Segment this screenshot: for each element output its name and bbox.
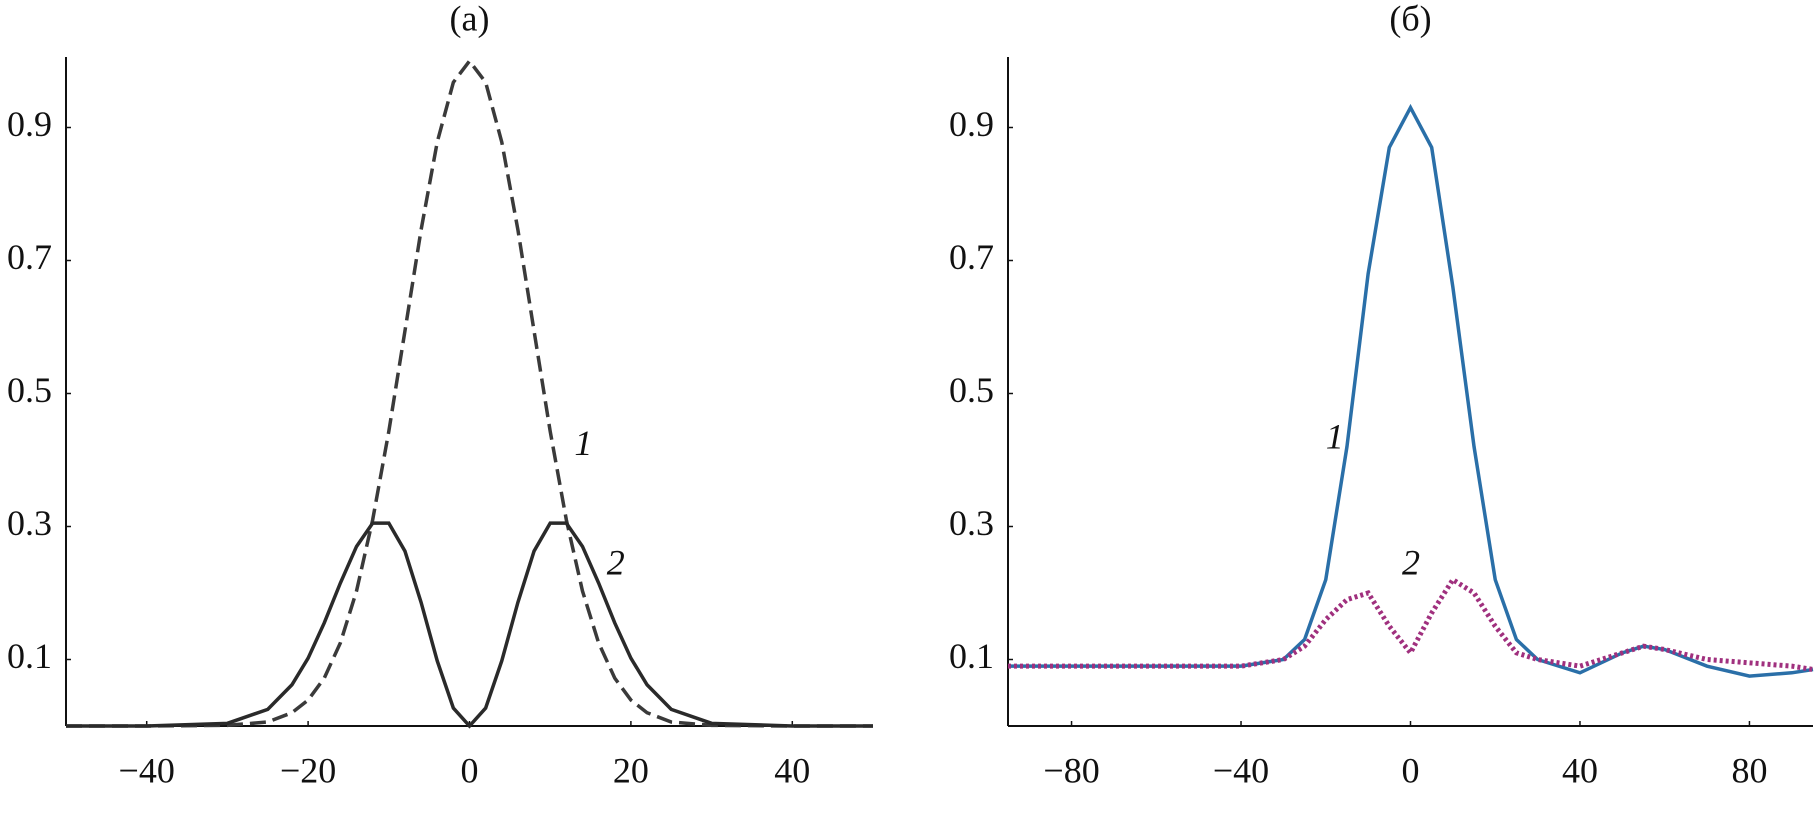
y-tick-label: 0.9 (7, 104, 52, 144)
x-tick-label: 20 (613, 750, 649, 790)
series-label: 2 (607, 543, 625, 583)
x-tick-label: −40 (119, 750, 175, 790)
chart-title: (б) (1389, 0, 1431, 38)
y-tick-label: 0.9 (949, 104, 994, 144)
y-tick-label: 0.3 (7, 503, 52, 543)
x-tick-label: −80 (1043, 750, 1099, 790)
series-line (66, 521, 873, 729)
y-tick-label: 0.5 (7, 370, 52, 410)
x-tick-label: 40 (1562, 750, 1598, 790)
series-label: 1 (1326, 416, 1344, 456)
y-tick-label: 0.1 (7, 636, 52, 676)
x-tick-label: 0 (1402, 750, 1420, 790)
x-tick-label: −20 (280, 750, 336, 790)
series-line (1008, 103, 1814, 678)
y-tick-label: 0.7 (7, 237, 52, 277)
series-line (66, 58, 873, 728)
y-tick-label: 0.3 (949, 503, 994, 543)
series-label: 2 (1402, 543, 1420, 583)
chart-title: (a) (450, 0, 490, 38)
y-tick-label: 0.7 (949, 237, 994, 277)
series-line (1008, 576, 1814, 672)
x-tick-label: 40 (774, 750, 810, 790)
x-tick-label: −40 (1213, 750, 1269, 790)
y-tick-label: 0.1 (949, 636, 994, 676)
y-tick-label: 0.5 (949, 370, 994, 410)
x-tick-label: 80 (1731, 750, 1767, 790)
series-label: 1 (574, 423, 592, 463)
x-tick-label: 0 (461, 750, 479, 790)
